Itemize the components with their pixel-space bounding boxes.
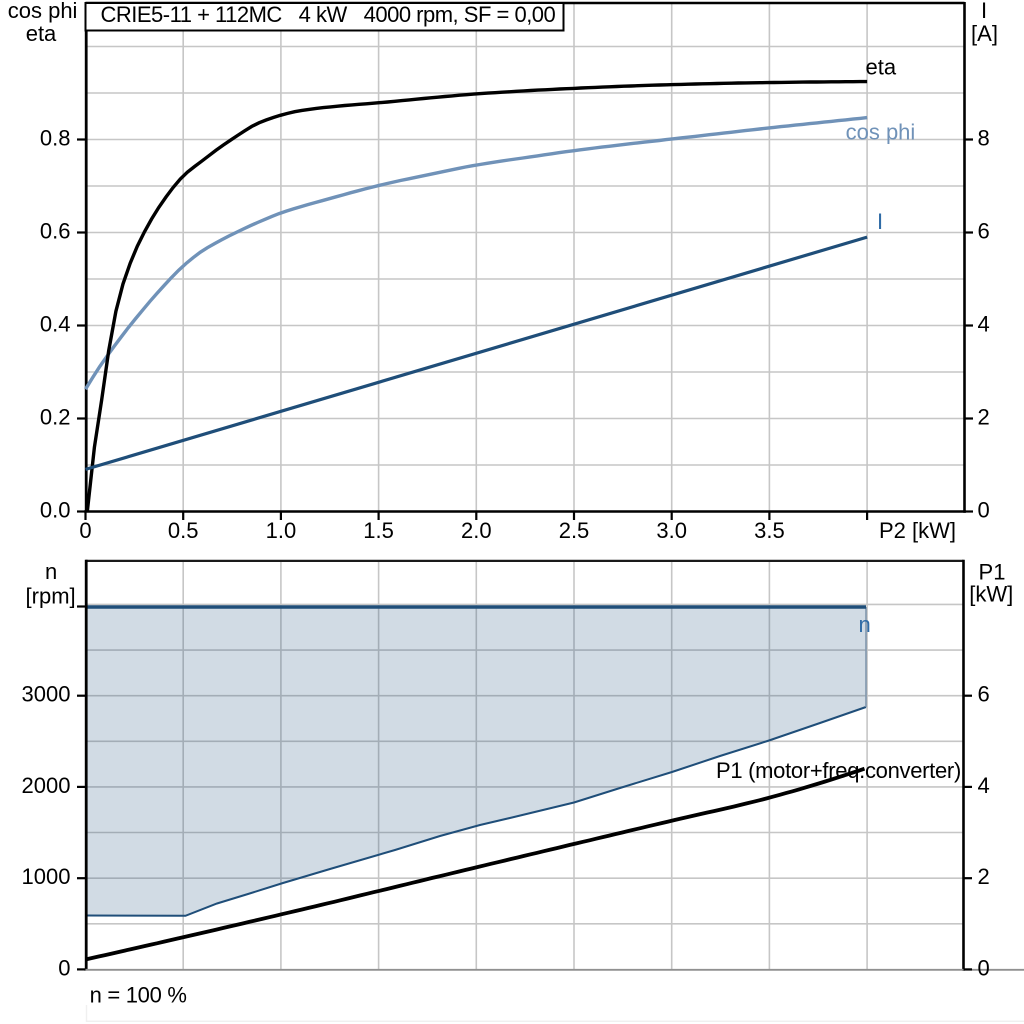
svg-text:1.0: 1.0	[266, 518, 297, 543]
svg-text:eta: eta	[866, 55, 897, 80]
svg-text:[rpm]: [rpm]	[26, 584, 76, 609]
svg-text:P1 (motor+freq.converter): P1 (motor+freq.converter)	[716, 758, 961, 783]
svg-text:3000: 3000	[22, 682, 71, 707]
svg-text:4: 4	[978, 773, 990, 798]
svg-text:CRIE5-11 + 112MC 4 kW 4000: CRIE5-11 + 112MC 4 kW 4000 rpm, SF = 0,0…	[101, 2, 556, 27]
svg-text:2.5: 2.5	[559, 518, 590, 543]
svg-text:6: 6	[978, 682, 990, 707]
svg-text:eta: eta	[26, 21, 57, 46]
svg-text:I: I	[981, 0, 987, 23]
svg-text:2000: 2000	[22, 773, 71, 798]
svg-text:8: 8	[978, 126, 990, 151]
svg-text:3.5: 3.5	[754, 518, 785, 543]
svg-text:1.5: 1.5	[363, 518, 394, 543]
svg-text:[kW]: [kW]	[969, 582, 1013, 607]
svg-text:0.8: 0.8	[40, 126, 71, 151]
svg-text:0: 0	[58, 955, 70, 980]
svg-text:I: I	[877, 209, 883, 234]
svg-text:0.0: 0.0	[40, 498, 71, 523]
svg-text:0: 0	[79, 518, 91, 543]
svg-text:P1: P1	[979, 560, 1006, 585]
svg-text:P2 [kW]: P2 [kW]	[879, 518, 956, 543]
svg-text:1000: 1000	[22, 864, 71, 889]
svg-text:2.0: 2.0	[461, 518, 492, 543]
svg-text:0: 0	[978, 955, 990, 980]
svg-text:n = 100 %: n = 100 %	[90, 983, 187, 1008]
svg-text:cos phi: cos phi	[846, 120, 916, 145]
svg-text:0.2: 0.2	[40, 405, 71, 430]
svg-text:n: n	[859, 612, 871, 637]
svg-text:cos phi: cos phi	[8, 0, 78, 23]
svg-text:2: 2	[978, 864, 990, 889]
svg-text:6: 6	[978, 219, 990, 244]
svg-text:3.0: 3.0	[656, 518, 687, 543]
svg-text:n: n	[45, 559, 57, 584]
svg-text:0.4: 0.4	[40, 312, 71, 337]
svg-text:[A]: [A]	[971, 21, 998, 46]
svg-text:2: 2	[978, 405, 990, 430]
svg-text:0.5: 0.5	[168, 518, 199, 543]
svg-text:0.6: 0.6	[40, 219, 71, 244]
svg-text:4: 4	[978, 312, 990, 337]
svg-text:0: 0	[978, 498, 990, 523]
